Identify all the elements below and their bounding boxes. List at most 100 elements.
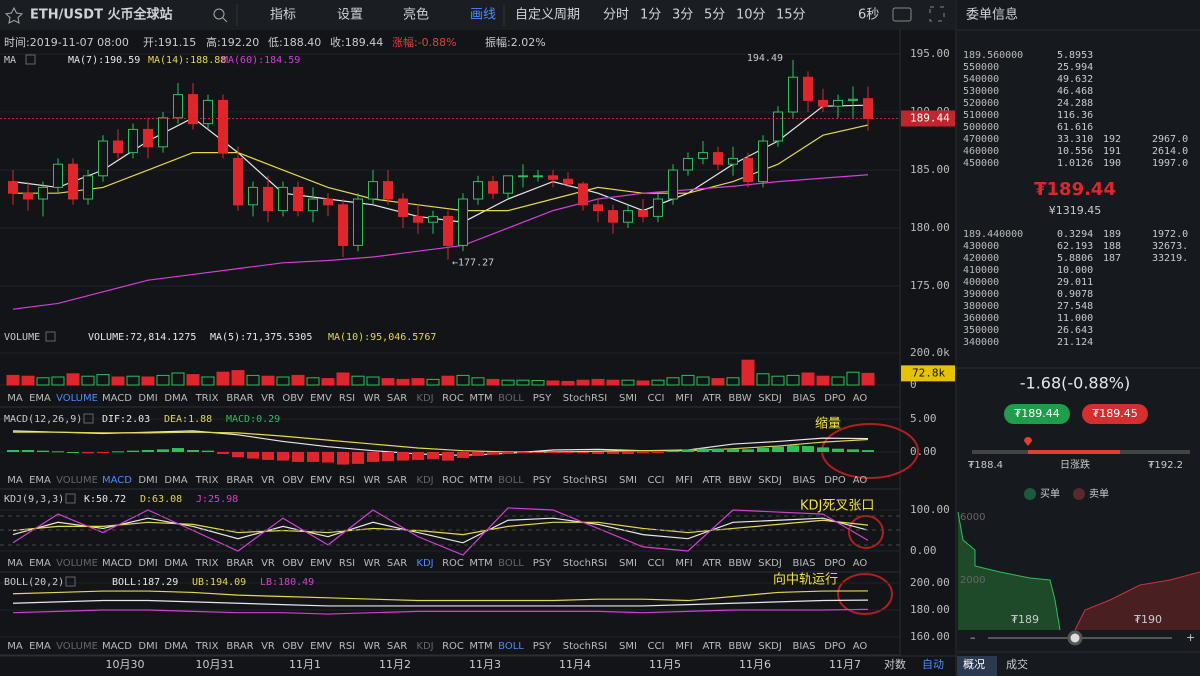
indicator-tab[interactable]: MACD [102,558,132,569]
indicator-tab[interactable]: SKDJ [758,393,782,404]
period[interactable]: 15分 [776,8,806,23]
indicator-tab[interactable]: ATR [702,641,721,652]
panel-tab[interactable]: 成交 [1006,657,1028,671]
indicator-tab[interactable]: DMI [138,475,157,486]
indicator-tab[interactable]: RSI [339,641,355,652]
indicator-tab[interactable]: PSY [533,475,552,486]
pane-icon[interactable] [83,413,94,424]
indicator-tab[interactable]: VR [261,475,275,486]
indicator-tab[interactable]: BIAS [793,393,816,404]
toolbar-button[interactable]: 设置 [337,8,363,23]
indicator-tab[interactable]: BOLL [498,641,524,652]
indicator-tab[interactable]: SAR [387,558,407,569]
indicator-tab[interactable]: DMA [164,393,187,404]
period[interactable]: 1分 [640,8,661,23]
indicator-tab[interactable]: VOLUME [56,558,98,569]
indicator-tab[interactable]: OBV [282,393,303,404]
custom-period[interactable]: 自定义周期 [515,8,580,23]
sell-price[interactable]: ₮189.45 [1092,407,1138,420]
indicator-tab[interactable]: DMA [164,475,187,486]
indicator-tab[interactable]: OBV [282,475,303,486]
indicator-tab[interactable]: WR [364,475,381,486]
zoom-out[interactable]: – [970,631,976,644]
indicator-tab[interactable]: SMI [619,558,637,569]
period[interactable]: 3分 [672,8,693,23]
indicator-tab[interactable]: MTM [469,393,492,404]
indicator-tab[interactable]: DPO [824,393,846,404]
indicator-tab[interactable]: BRAR [226,393,253,404]
toolbar-button[interactable]: 指标 [270,8,296,23]
indicator-tab[interactable]: BOLL [498,475,524,486]
zoom-in[interactable]: + [1186,631,1195,644]
indicator-tab[interactable]: MA [7,393,23,404]
indicator-tab[interactable]: BRAR [226,558,253,569]
fullscreen-icon[interactable] [929,6,945,22]
indicator-tab[interactable]: BIAS [793,641,816,652]
indicator-tab[interactable]: VOLUME [56,641,98,652]
indicator-tab[interactable]: OBV [282,558,303,569]
indicator-tab[interactable]: SAR [387,475,407,486]
indicator-tab[interactable]: TRIX [195,393,219,404]
indicator-tab[interactable]: SAR [387,641,407,652]
indicator-tab[interactable]: MACD [102,475,132,486]
indicator-tab[interactable]: EMA [29,475,51,486]
indicator-tab[interactable]: BBW [728,641,751,652]
indicator-tab[interactable]: MACD [102,393,132,404]
indicator-tab[interactable]: SMI [619,475,637,486]
indicator-tab[interactable]: ROC [442,558,464,569]
indicator-tab[interactable]: EMA [29,641,51,652]
scale-button[interactable]: 自动 [922,658,944,671]
indicator-tab[interactable]: BOLL [498,393,524,404]
indicator-tab[interactable]: EMV [310,393,332,404]
indicator-tab[interactable]: ROC [442,475,464,486]
indicator-tab[interactable]: StochRSI [563,393,607,404]
indicator-tab[interactable]: ROC [442,393,464,404]
indicator-tab[interactable]: BIAS [793,475,816,486]
indicator-tab[interactable]: MTM [469,641,492,652]
indicator-tab[interactable]: DMA [164,641,187,652]
indicator-tab[interactable]: RSI [339,475,355,486]
indicator-tab[interactable]: RSI [339,558,355,569]
indicator-tab[interactable]: MA [7,475,23,486]
indicator-tab[interactable]: DMA [164,558,187,569]
indicator-tab[interactable]: MACD [102,641,132,652]
indicator-tab[interactable]: KDJ [416,393,433,404]
indicator-tab[interactable]: BRAR [226,641,253,652]
toolbar-button[interactable]: 画线 [470,8,496,23]
indicator-tab[interactable]: MA [7,558,23,569]
indicator-tab[interactable]: MFI [675,641,692,652]
indicator-tab[interactable]: ATR [702,475,721,486]
indicator-tab[interactable]: ATR [702,393,721,404]
indicator-tab[interactable]: VOLUME [56,475,98,486]
scale-button[interactable]: 对数 [884,657,906,671]
indicator-tab[interactable]: MFI [675,393,692,404]
indicator-tab[interactable]: CCI [648,641,665,652]
period[interactable]: 分时 [603,8,629,23]
indicator-tab[interactable]: WR [364,393,381,404]
indicator-tab[interactable]: BIAS [793,558,816,569]
period[interactable]: 5分 [704,8,725,23]
indicator-tab[interactable]: TRIX [195,641,219,652]
sell-button[interactable] [1082,404,1148,424]
indicator-tab[interactable]: DPO [824,641,846,652]
indicator-tab[interactable]: TRIX [195,475,219,486]
indicator-tab[interactable]: VOLUME [56,393,98,404]
indicator-tab[interactable]: KDJ [416,558,433,569]
indicator-tab[interactable]: ATR [702,558,721,569]
pane-icon[interactable] [65,493,76,504]
toolbar-button[interactable]: 亮色 [403,7,429,23]
pane-icon[interactable] [45,331,56,342]
indicator-tab[interactable]: VR [261,393,275,404]
indicator-tab[interactable]: SKDJ [758,641,782,652]
indicator-tab[interactable]: TRIX [195,558,219,569]
indicator-tab[interactable]: SMI [619,641,637,652]
buy-button[interactable] [1004,404,1070,424]
indicator-tab[interactable]: DMI [138,558,157,569]
indicator-tab[interactable]: DPO [824,475,846,486]
camera-icon[interactable] [892,7,912,22]
indicator-tab[interactable]: KDJ [416,475,433,486]
indicator-tab[interactable]: WR [364,641,381,652]
buy-price[interactable]: ₮189.44 [1014,407,1060,420]
indicator-tab[interactable]: AO [853,558,868,569]
pane-icon[interactable] [25,54,36,65]
